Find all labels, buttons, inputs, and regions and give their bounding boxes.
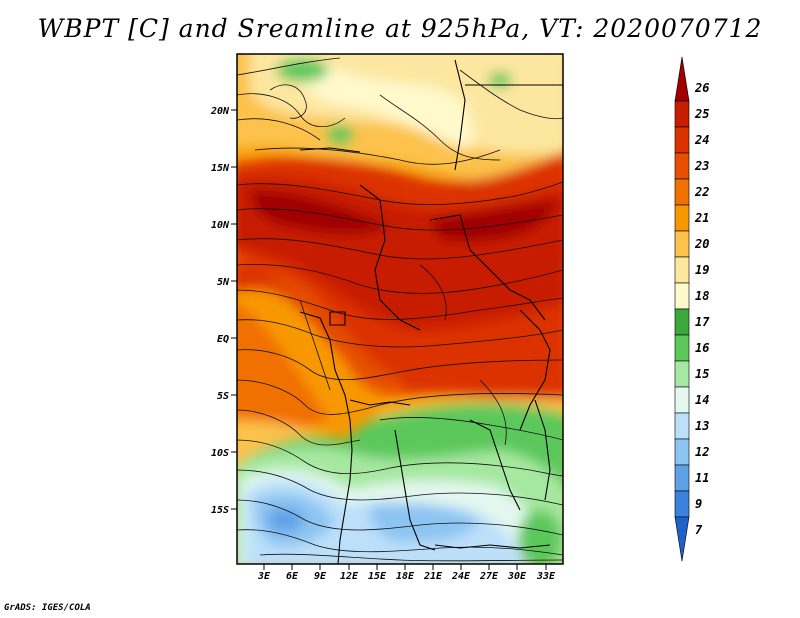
lon-label: 33E xyxy=(536,571,556,582)
colorbar-swatch xyxy=(674,282,690,310)
lat-label: 5N xyxy=(217,277,230,288)
lat-label: 15S xyxy=(211,505,229,516)
colorbar-swatch xyxy=(674,360,690,388)
colorbar-swatch xyxy=(674,464,690,492)
colorbar-label: 24 xyxy=(694,133,709,147)
chart-title: WBPT [C] and Sreamline at 925hPa, VT: 20… xyxy=(37,14,763,43)
colorbar-swatch xyxy=(674,178,690,206)
lat-label: 10S xyxy=(211,448,229,459)
lon-label: 15E xyxy=(368,571,387,582)
colorbar-label: 23 xyxy=(694,159,709,173)
colorbar-swatch xyxy=(674,334,690,362)
colorbar-swatch xyxy=(674,100,690,128)
lat-label: 15N xyxy=(211,163,230,174)
lat-label: 5S xyxy=(217,391,229,402)
lat-label: EQ xyxy=(217,334,229,345)
colorbar-label: 7 xyxy=(695,523,703,537)
colorbar-label: 12 xyxy=(695,445,709,459)
colorbar-swatch xyxy=(674,230,690,258)
colorbar-label: 20 xyxy=(694,237,709,251)
colorbar-label: 9 xyxy=(695,497,702,511)
colorbar-swatch xyxy=(674,308,690,336)
colorbar-swatch xyxy=(674,126,690,154)
colorbar-label: 16 xyxy=(695,341,709,355)
colorbar-label: 19 xyxy=(695,263,709,277)
lon-label: 6E xyxy=(286,571,299,582)
colorbar-swatch xyxy=(674,152,690,180)
colorbar-swatch xyxy=(674,412,690,440)
colorbar-label: 13 xyxy=(695,419,709,433)
lon-label: 24E xyxy=(451,571,471,582)
colorbar-swatch xyxy=(674,56,690,102)
colorbar-swatch xyxy=(674,490,690,518)
colorbar-swatch xyxy=(674,516,690,562)
lon-label: 21E xyxy=(423,571,443,582)
wbpt-shading xyxy=(237,54,563,564)
colorbar-swatch xyxy=(674,204,690,232)
country-borders xyxy=(299,59,563,564)
map-frame xyxy=(236,53,564,565)
colorbar-label: 21 xyxy=(694,211,709,225)
streamlines xyxy=(237,57,563,562)
lat-label: 20N xyxy=(210,106,230,117)
longitude-axis: 3E 6E 9E 12E 15E 18E 21E 24E 27E 30E 33E xyxy=(257,564,556,582)
colorbar-label: 25 xyxy=(694,107,709,121)
lon-label: 30E xyxy=(507,571,527,582)
colorbar-label: 17 xyxy=(695,315,710,329)
colorbar-swatch xyxy=(674,438,690,466)
lon-label: 9E xyxy=(314,571,327,582)
colorbar-swatch xyxy=(674,386,690,414)
colorbar: 26 25 24 23 22 21 20 19 18 17 16 15 14 13 12 11 9 7 xyxy=(674,56,710,562)
colorbar-label: 11 xyxy=(695,471,709,485)
lat-label: 10N xyxy=(211,220,230,231)
lon-label: 3E xyxy=(257,571,271,582)
lon-label: 12E xyxy=(340,571,359,582)
colorbar-label: 14 xyxy=(695,393,709,407)
colorbar-label: 18 xyxy=(695,289,709,303)
grads-credit: GrADS: IGES/COLA xyxy=(4,603,91,613)
lon-label: 27E xyxy=(479,571,499,582)
colorbar-swatch xyxy=(674,256,690,284)
latitude-axis: 20N 15N 10N 5N EQ 5S 10S 15S xyxy=(210,106,237,516)
colorbar-label: 22 xyxy=(694,185,709,199)
colorbar-label: 15 xyxy=(695,367,709,381)
lon-label: 18E xyxy=(396,571,415,582)
colorbar-label: 26 xyxy=(694,81,709,95)
